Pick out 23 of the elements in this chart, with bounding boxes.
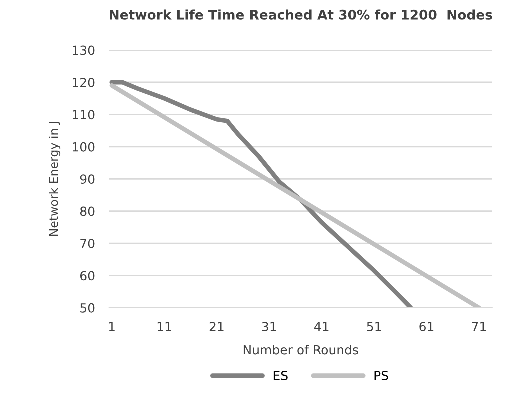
y-tick-label: 50 [80,303,95,313]
x-tick-label: 11 [158,322,172,332]
line-series [110,80,414,308]
y-tick-label: 90 [80,174,95,184]
y-tick-label: 110 [73,110,95,120]
legend-label: ES [274,370,288,380]
x-tick-label: 41 [314,322,329,332]
x-tick-label: 61 [420,322,434,332]
x-tick-label: 21 [210,322,224,332]
y-axis-title: Network Energy in J [49,122,61,236]
x-tick-label: 1 [109,322,115,332]
y-tick-label: 70 [80,239,95,248]
y-tick-label: 60 [80,271,95,281]
y-tick-label: 120 [73,78,95,88]
x-tick-label: 51 [367,322,382,332]
y-tick-label: 80 [80,206,95,216]
chart-title: Network Life Time Reached At 30% for 1200 Nodes [110,10,492,20]
x-tick-label: 31 [262,322,276,332]
x-tick-label: 71 [472,322,486,332]
legend-label: PS [374,370,388,380]
y-tick-label: 100 [73,142,95,152]
y-tick-label: 130 [73,46,95,56]
x-axis-title: Number of Rounds [244,345,358,355]
